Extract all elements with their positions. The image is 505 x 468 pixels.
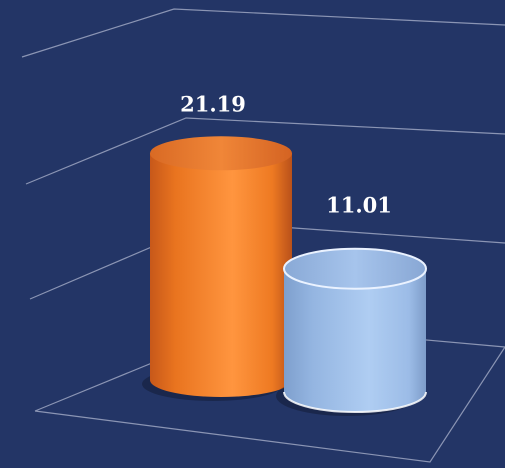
bar-1-body: [150, 153, 292, 397]
gridline-2: [25, 117, 505, 185]
data-label-1: 21.19: [180, 91, 246, 116]
bar-2-base-rim: [283, 391, 427, 413]
bar-2-body: [284, 268, 426, 412]
bar-2: [276, 247, 427, 416]
bar-2-top: [283, 247, 427, 290]
data-label-2: 11.01: [326, 193, 392, 218]
bar-1: [142, 136, 292, 401]
gridline-1: [21, 8, 505, 58]
chart-bars: [142, 136, 427, 416]
bar-1-top: [150, 136, 292, 171]
chart-data-labels: 21.19 11.01: [180, 91, 392, 217]
floor-edge: [34, 346, 505, 463]
